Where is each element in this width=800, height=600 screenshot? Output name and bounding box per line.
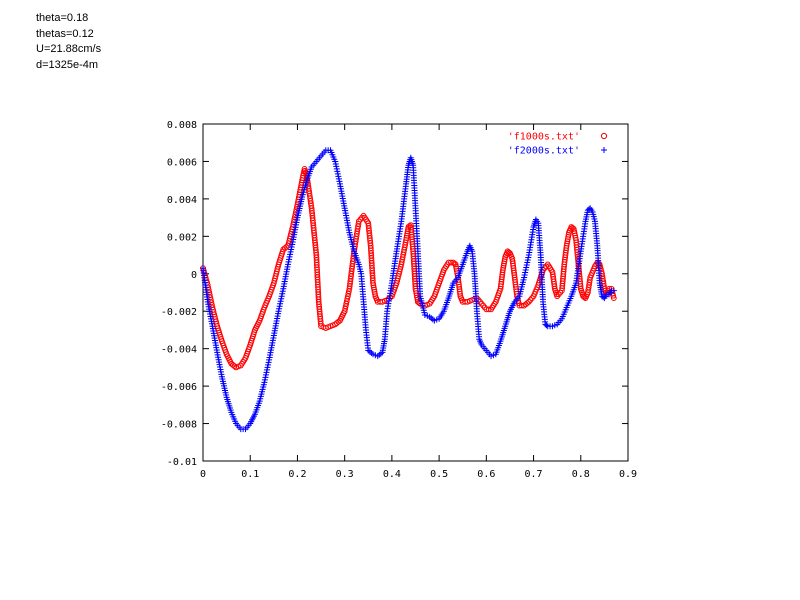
data-point-1 [524, 300, 531, 307]
x-tick-label: 0.5 [430, 469, 448, 480]
data-point-1 [610, 295, 617, 302]
x-tick-label: 0.9 [619, 469, 637, 480]
y-tick-label: 0.002 [167, 232, 197, 243]
data-point-1 [451, 260, 458, 267]
y-tick-label: 0.004 [167, 195, 197, 206]
x-tick-label: 0 [200, 469, 206, 480]
data-point-2 [543, 322, 550, 329]
x-tick-label: 0.6 [477, 469, 495, 480]
data-point-1 [610, 292, 617, 299]
velocity-annotation: U=21.88cm/s [36, 43, 102, 55]
y-tick-label: -0.002 [161, 307, 197, 318]
x-tick-label: 0.1 [241, 469, 259, 480]
data-point-1 [231, 363, 238, 370]
legend-marker-1 [600, 132, 608, 140]
data-point-1 [569, 225, 576, 231]
x-tick-label: 0.2 [288, 469, 306, 480]
y-tick-label: -0.01 [167, 457, 197, 468]
theta-annotation: theta=0.18 [36, 12, 89, 24]
legend-marker-2 [601, 147, 607, 153]
x-tick-label: 0.3 [336, 469, 354, 480]
data-point-1 [518, 302, 525, 309]
y-tick-label: -0.006 [161, 382, 197, 393]
legend-label-1: 'f1000s.txt' [508, 132, 580, 143]
plot-frame [202, 123, 629, 462]
data-point-1 [448, 259, 454, 266]
y-tick-label: 0.008 [167, 120, 197, 131]
data-point-2 [610, 287, 617, 294]
x-tick-label: 0.8 [572, 469, 590, 480]
y-tick-label: -0.008 [161, 420, 197, 431]
data-point-1 [414, 296, 421, 303]
thetas-annotation: thetas=0.12 [36, 27, 94, 40]
data-point-1 [405, 226, 411, 233]
x-tick-label: 0.4 [383, 469, 401, 480]
diameter-annotation: d=1325e-4m [36, 58, 99, 71]
x-tick-label: 0.7 [525, 469, 543, 480]
parameter-annotations: theta=0.18 thetas=0.12 U=21.88cm/s d=132… [36, 11, 101, 73]
y-tick-label: -0.004 [161, 345, 197, 356]
legend-label-2: 'f2000s.txt' [508, 146, 580, 157]
y-tick-label: 0.006 [167, 157, 197, 168]
y-tick-label: 0 [191, 270, 197, 281]
